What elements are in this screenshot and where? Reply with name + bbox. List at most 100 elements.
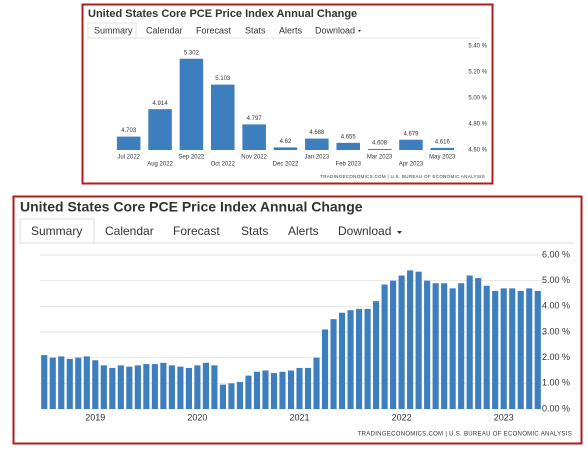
bar <box>177 366 184 409</box>
tab[interactable]: Calendar <box>105 224 154 238</box>
tab[interactable]: Download <box>315 25 355 35</box>
bar <box>466 275 473 409</box>
bar <box>202 362 209 409</box>
value-label: 4.914 <box>153 101 169 107</box>
bar <box>116 136 141 150</box>
bar <box>245 375 252 409</box>
x-tick-label: 2019 <box>85 412 105 422</box>
bar <box>287 370 295 409</box>
bar <box>475 278 482 409</box>
bar <box>143 364 150 409</box>
bar <box>41 355 48 409</box>
selected-tab[interactable] <box>19 218 95 244</box>
bar <box>390 280 397 409</box>
bar <box>83 356 90 409</box>
bar <box>424 280 431 409</box>
x-tick-label: 2021 <box>289 412 309 422</box>
x-tick-label: 2022 <box>392 412 412 422</box>
value-label: 5.103 <box>215 76 231 82</box>
bar <box>432 283 439 409</box>
x-tick-label: 2023 <box>494 412 514 422</box>
value-label: 5.302 <box>184 50 200 56</box>
y-tick-label: 5.40 % <box>468 44 487 50</box>
tab[interactable]: Download <box>338 224 391 238</box>
bar <box>273 147 298 150</box>
value-label: 4.703 <box>121 128 137 134</box>
bar <box>338 312 346 409</box>
bar <box>134 365 141 409</box>
y-tick-label: 6.00 % <box>542 249 570 259</box>
bar <box>168 365 175 409</box>
tab[interactable]: Stats <box>241 224 268 238</box>
bar <box>415 271 422 409</box>
bar <box>500 288 507 409</box>
bar <box>179 58 204 150</box>
bar <box>194 365 201 409</box>
tab[interactable]: Forecast <box>196 25 232 35</box>
value-label: 4.608 <box>372 141 388 147</box>
bar <box>242 124 266 150</box>
bar <box>356 308 363 409</box>
tab[interactable]: Forecast <box>173 224 220 238</box>
bar <box>492 290 499 409</box>
bar <box>509 288 516 409</box>
bar <box>458 283 465 409</box>
bar <box>270 373 278 409</box>
bar <box>262 370 269 409</box>
panel-title: United States Core PCE Price Index Annua… <box>20 199 363 215</box>
tab[interactable]: Summary <box>94 25 133 35</box>
y-tick-label: 4.80 % <box>468 122 487 128</box>
x-tick-label: May 2023 <box>429 155 456 161</box>
y-tick-label: 5.20 % <box>468 70 487 76</box>
tab[interactable]: Alerts <box>288 224 319 238</box>
bar <box>253 371 261 409</box>
bar <box>534 290 541 409</box>
bar <box>304 367 312 409</box>
bar <box>100 365 107 409</box>
bar <box>228 383 235 409</box>
bar <box>483 285 490 409</box>
dropdown-arrow <box>358 30 361 32</box>
y-tick-label: 3.00 % <box>542 326 570 336</box>
dropdown-arrow <box>397 231 402 234</box>
bar <box>49 357 56 409</box>
bar <box>148 109 172 150</box>
bar <box>160 362 167 409</box>
y-tick-label: 5.00 % <box>468 96 487 102</box>
x-tick-label: Sep 2022 <box>179 155 205 161</box>
bar <box>381 284 388 409</box>
bar <box>117 365 124 409</box>
value-label: 4.797 <box>247 116 263 122</box>
source-note: TRADINGECONOMICS.COM | U.S. BUREAU OF EC… <box>320 174 485 179</box>
bar <box>58 356 65 409</box>
bar <box>279 371 286 409</box>
tab[interactable]: Calendar <box>146 25 183 35</box>
bar <box>321 329 329 409</box>
bar <box>441 283 448 409</box>
source-note: TRADINGECONOMICS.COM | U.S. BUREAU OF EC… <box>358 432 572 438</box>
y-tick-label: 4.00 % <box>542 301 570 311</box>
value-label: 4.679 <box>403 131 419 137</box>
bar <box>373 301 380 409</box>
bar <box>75 357 82 409</box>
x-tick-label: Aug 2022 <box>147 162 173 168</box>
bar <box>347 310 354 409</box>
y-tick-label: 1.00 % <box>542 378 570 388</box>
x-tick-label: Jul 2022 <box>117 155 140 161</box>
x-tick-label: Dec 2022 <box>273 162 299 168</box>
bar <box>211 84 235 150</box>
bar <box>109 367 116 409</box>
bar <box>151 364 158 409</box>
bar <box>364 308 371 409</box>
bar <box>185 367 192 409</box>
panel-title: United States Core PCE Price Index Annua… <box>88 8 357 20</box>
bar <box>66 358 73 409</box>
value-label: 4.655 <box>341 134 357 140</box>
bar <box>330 319 337 409</box>
tab[interactable]: Stats <box>245 25 266 35</box>
tab[interactable]: Alerts <box>279 25 303 35</box>
x-tick-label: Apr 2023 <box>399 162 424 168</box>
tab[interactable]: Summary <box>31 224 82 238</box>
bar <box>219 384 226 409</box>
y-tick-label: 2.00 % <box>542 352 570 362</box>
